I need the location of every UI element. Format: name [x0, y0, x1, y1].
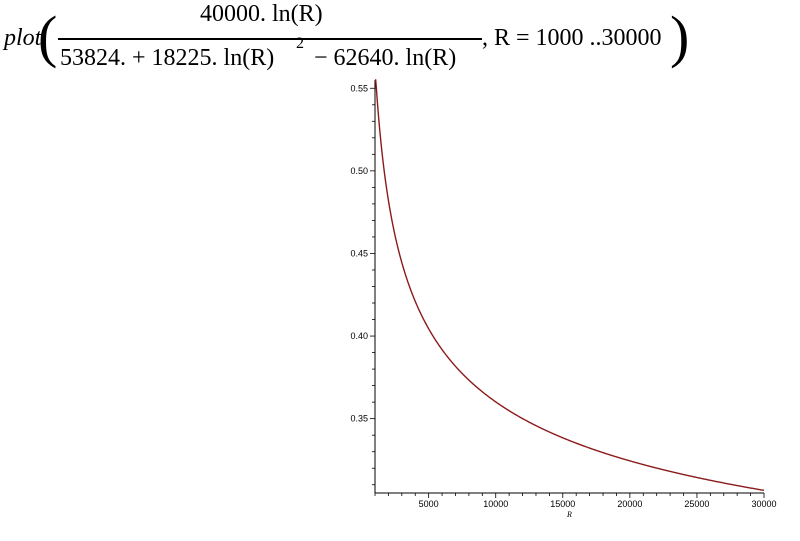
- function-curve: [374, 79, 765, 492]
- x-tick-label: 20000: [617, 499, 642, 509]
- left-paren: (: [38, 4, 58, 69]
- y-tick-label: 0.55: [350, 83, 368, 93]
- y-tick-label: 0.35: [350, 414, 368, 424]
- plot-function-name: plot: [4, 25, 42, 51]
- plot-range: , R = 1000 ..30000: [482, 25, 662, 51]
- x-axis-title: R: [566, 510, 572, 519]
- y-tick-label: 0.40: [350, 331, 368, 341]
- x-tick-label: 10000: [483, 499, 508, 509]
- fraction-denominator-b: − 62640. ln(R): [314, 45, 457, 71]
- x-tick-label: 30000: [751, 499, 776, 509]
- right-paren: ): [670, 4, 690, 69]
- y-tick-label: 0.50: [350, 166, 368, 176]
- ticks-group: [370, 87, 765, 498]
- axes-group: [374, 80, 764, 494]
- x-tick-label: 15000: [550, 499, 575, 509]
- fraction-denominator-a: 53824. + 18225. ln(R): [60, 45, 275, 71]
- x-tick-label: 5000: [419, 499, 439, 509]
- x-tick-label: 25000: [684, 499, 709, 509]
- y-tick-label: 0.45: [350, 248, 368, 258]
- fraction-denominator-exponent: 2: [296, 35, 304, 52]
- fraction-bar: [58, 38, 482, 40]
- tick-labels-group: 5000 10000 15000 20000 25000 30000 0.35 0.40 0.4…: [350, 83, 776, 509]
- fraction-numerator: 40000. ln(R): [200, 1, 323, 27]
- plot-command: plot ( 40000. ln(R) 53824. + 18225. ln(R…: [0, 0, 800, 80]
